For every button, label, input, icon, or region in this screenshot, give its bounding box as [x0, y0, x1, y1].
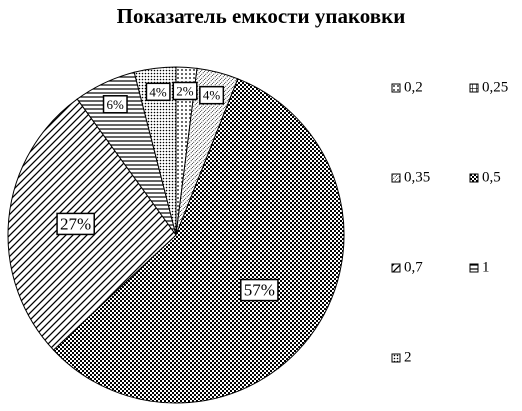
legend-label: 0,25: [482, 79, 508, 95]
data-label: 2%: [176, 83, 194, 98]
legend-swatch: [391, 173, 401, 183]
chart-title: Показатель емкости упаковки: [117, 4, 406, 28]
legend-swatch: [391, 353, 401, 363]
data-label: 6%: [107, 97, 125, 112]
data-label-box: [145, 82, 171, 102]
legend-swatch: [391, 263, 401, 273]
legend-label: 0,5: [482, 169, 501, 185]
pie-slice: [52, 78, 345, 404]
data-label: 4%: [149, 84, 167, 99]
data-label: 57%: [244, 281, 275, 300]
legend-swatch: [391, 83, 401, 93]
legend-label: 0,2: [404, 79, 423, 95]
data-label-box: [240, 278, 279, 302]
legend-swatch: [469, 263, 479, 273]
legend-label: 0,7: [404, 259, 423, 275]
data-label-box: [172, 81, 198, 101]
data-label-box: [199, 85, 225, 105]
legend-label: 2: [404, 349, 412, 365]
data-label-box: [56, 212, 95, 236]
data-label: 27%: [60, 214, 91, 233]
data-label: 4%: [203, 88, 221, 103]
legend-label: 0,35: [404, 169, 430, 185]
legend-swatch: [469, 83, 479, 93]
data-label-box: [102, 95, 128, 114]
pie-slice: [133, 66, 177, 236]
legend-label: 1: [482, 259, 490, 275]
legend-swatch: [469, 173, 479, 183]
